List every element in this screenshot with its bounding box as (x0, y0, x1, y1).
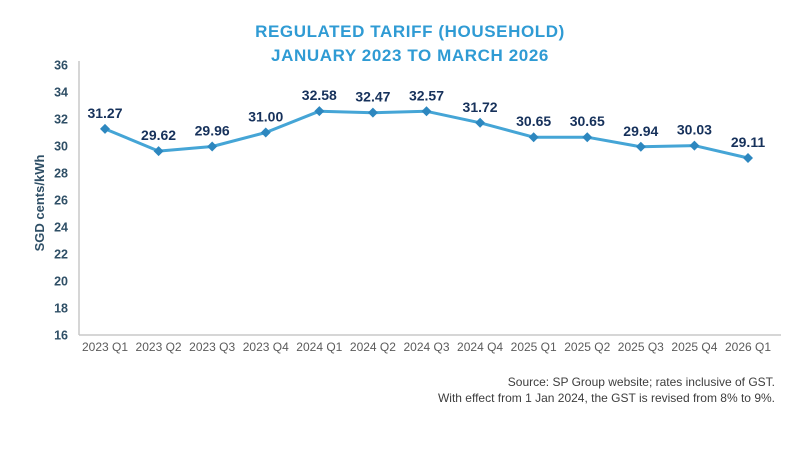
chart-title-line1: REGULATED TARIFF (HOUSEHOLD) (255, 22, 565, 41)
data-point-marker (635, 141, 646, 152)
data-point-label: 30.65 (570, 113, 605, 129)
data-point-label: 30.03 (677, 122, 712, 138)
data-point-marker (207, 141, 218, 152)
y-tick-label: 18 (54, 301, 68, 315)
data-point-label: 29.96 (195, 123, 230, 139)
x-tick-label: 2024 Q3 (403, 340, 449, 354)
data-point-marker (743, 153, 753, 164)
data-point-label: 32.57 (409, 87, 444, 103)
data-point-marker (582, 132, 593, 143)
data-point-label: 31.72 (463, 99, 498, 115)
y-tick-label: 22 (54, 247, 68, 261)
data-point-marker (260, 127, 271, 138)
y-tick-label: 32 (54, 112, 68, 126)
data-point-marker (528, 132, 539, 143)
y-tick-label: 16 (54, 328, 68, 342)
data-point-label: 32.47 (355, 89, 390, 105)
data-point-label: 29.94 (623, 123, 658, 139)
y-tick-label: 34 (54, 85, 68, 99)
x-tick-label: 2024 Q2 (350, 340, 396, 354)
x-tick-label: 2025 Q2 (564, 340, 610, 354)
x-tick-label: 2023 Q3 (189, 340, 235, 354)
data-point-label: 29.62 (141, 127, 176, 143)
data-point-marker (689, 140, 700, 151)
chart-title: REGULATED TARIFF (HOUSEHOLD) JANUARY 202… (40, 20, 780, 68)
data-point-marker (367, 107, 378, 118)
x-tick-label: 2023 Q2 (136, 340, 182, 354)
source-note-line1: Source: SP Group website; rates inclusiv… (507, 375, 775, 389)
x-tick-label: 2026 Q1 (725, 340, 771, 354)
x-tick-label: 2025 Q1 (511, 340, 557, 354)
x-tick-label: 2025 Q3 (618, 340, 664, 354)
data-point-label: 31.27 (87, 105, 122, 121)
y-tick-label: 26 (54, 193, 68, 207)
chart-title-line2: JANUARY 2023 TO MARCH 2026 (271, 46, 549, 65)
x-tick-label: 2023 Q4 (243, 340, 289, 354)
y-tick-label: 30 (54, 139, 68, 153)
y-tick-label: 36 (54, 58, 68, 72)
x-tick-label: 2023 Q1 (82, 340, 128, 354)
source-note: Source: SP Group website; rates inclusiv… (275, 374, 775, 406)
x-tick-label: 2024 Q4 (457, 340, 503, 354)
data-point-marker (153, 146, 164, 157)
data-point-marker (314, 106, 325, 117)
source-note-line2: With effect from 1 Jan 2024, the GST is … (437, 391, 775, 405)
y-tick-label: 24 (54, 220, 68, 234)
y-tick-label: 20 (54, 274, 68, 288)
data-point-label: 31.00 (248, 109, 283, 125)
data-point-label: 29.11 (731, 134, 765, 150)
data-point-marker (475, 117, 486, 128)
data-point-marker (100, 123, 110, 134)
y-tick-label: 28 (54, 166, 68, 180)
data-point-marker (421, 106, 432, 117)
y-axis-title: SGD cents/kWh (32, 155, 47, 252)
x-tick-label: 2025 Q4 (671, 340, 717, 354)
x-tick-label: 2024 Q1 (296, 340, 342, 354)
data-point-label: 32.58 (302, 87, 337, 103)
data-point-label: 30.65 (516, 113, 551, 129)
